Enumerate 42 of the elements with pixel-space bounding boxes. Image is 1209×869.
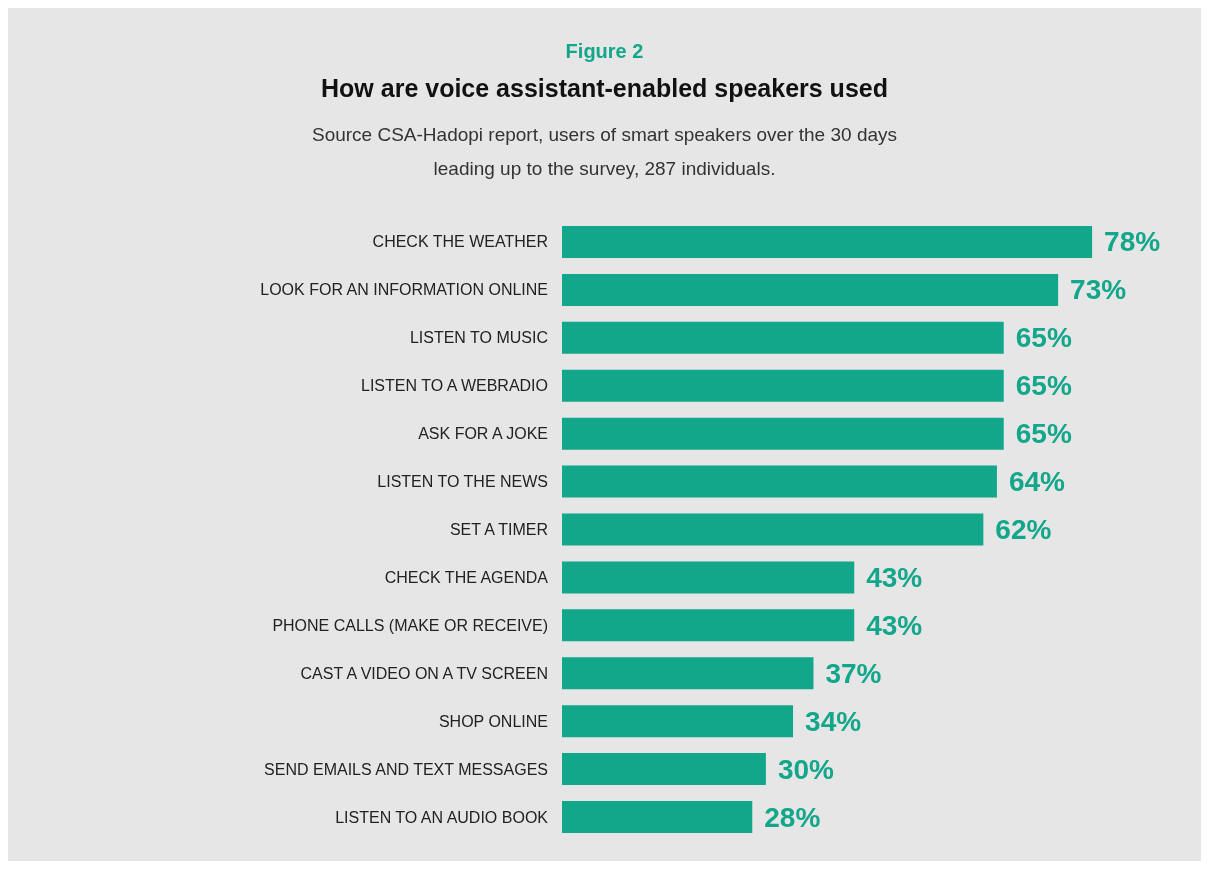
bar xyxy=(562,321,1004,354)
bar xyxy=(562,369,1004,402)
bar xyxy=(562,657,814,690)
y-tick-label: CAST A VIDEO ON A TV SCREEN xyxy=(300,664,548,682)
bar xyxy=(562,225,1093,258)
bar xyxy=(562,513,984,546)
data-label: 37% xyxy=(825,657,882,689)
y-tick-label: LISTEN TO THE NEWS xyxy=(377,473,548,491)
data-label: 78% xyxy=(1104,226,1161,258)
bar xyxy=(562,561,855,594)
data-label: 73% xyxy=(1070,274,1127,306)
data-label: 62% xyxy=(995,514,1052,545)
data-label: 30% xyxy=(777,753,835,785)
chart-subtitle: Source CSA-Hadopi report, users of smart speakers over the 30 days leading up to the survey, 287 individuals. xyxy=(311,123,898,179)
bar xyxy=(562,609,855,642)
y-tick-label: LISTEN TO A WEBRADIO xyxy=(360,377,548,395)
bar xyxy=(562,273,1059,306)
y-tick-label: SEND EMAILS AND TEXT MESSAGES xyxy=(264,760,548,778)
y-tick-label: PHONE CALLS (MAKE OR RECEIVE) xyxy=(272,616,548,634)
y-tick-label: SHOP ONLINE xyxy=(438,712,548,730)
data-label: 43% xyxy=(866,561,923,593)
data-label: 65% xyxy=(1015,370,1072,402)
y-tick-label: CHECK THE WEATHER xyxy=(372,233,548,251)
y-tick-label: ASK FOR A JOKE xyxy=(418,425,548,443)
data-label: 34% xyxy=(805,705,862,737)
caption: Figure 2 xyxy=(565,40,644,62)
bar xyxy=(562,465,997,498)
bar xyxy=(562,801,753,834)
bar xyxy=(562,417,1004,450)
y-tick-label: LISTEN TO MUSIC xyxy=(409,329,548,347)
y-tick-label: LISTEN TO AN AUDIO BOOK xyxy=(335,808,549,826)
data-label: 28% xyxy=(764,801,821,833)
y-tick-label: SET A TIMER xyxy=(449,521,548,538)
data-label: 64% xyxy=(1008,466,1066,498)
y-tick-label: LOOK FOR AN INFORMATION ONLINE xyxy=(260,281,548,299)
bar xyxy=(562,753,766,786)
y-tick-label: CHECK THE AGENDA xyxy=(384,568,549,586)
data-label: 43% xyxy=(866,609,923,641)
data-label: 65% xyxy=(1015,418,1072,450)
bar xyxy=(562,705,794,738)
data-label: 65% xyxy=(1015,322,1072,354)
chart-title: How are voice assistant-enabled speakers used xyxy=(321,73,888,102)
